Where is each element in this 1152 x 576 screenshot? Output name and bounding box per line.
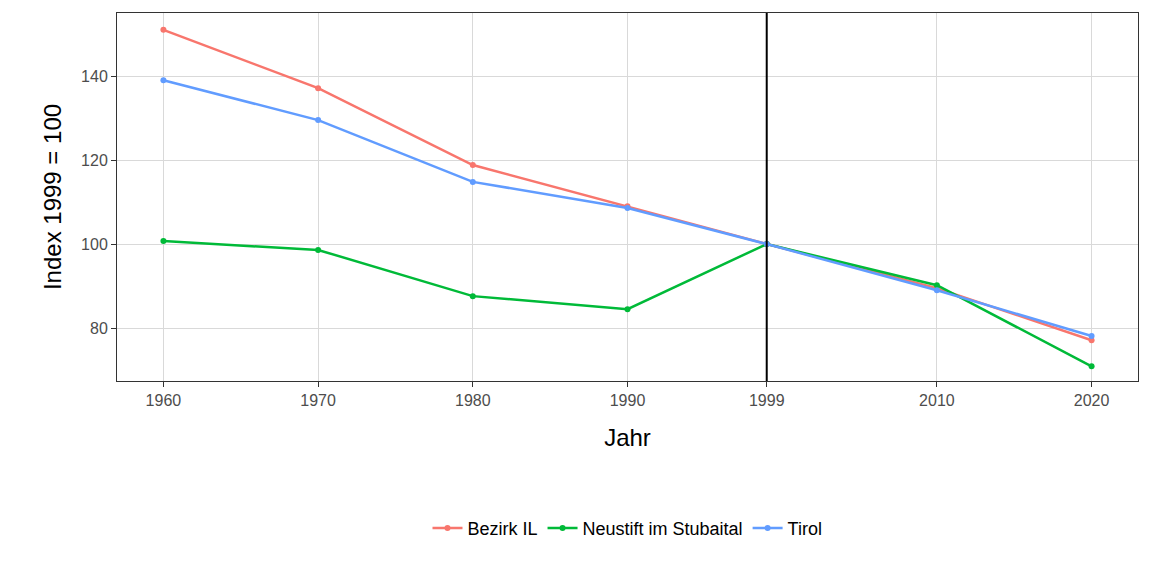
svg-text:80: 80 xyxy=(90,320,108,337)
svg-text:Index 1999 = 100: Index 1999 = 100 xyxy=(39,104,66,290)
svg-text:1999: 1999 xyxy=(749,392,785,409)
svg-text:1980: 1980 xyxy=(455,392,491,409)
svg-text:2010: 2010 xyxy=(919,392,955,409)
svg-text:Neustift im Stubaital: Neustift im Stubaital xyxy=(583,519,743,539)
svg-text:1960: 1960 xyxy=(146,392,182,409)
svg-text:Jahr: Jahr xyxy=(604,424,651,451)
svg-text:1970: 1970 xyxy=(300,392,336,409)
svg-text:Bezirk IL: Bezirk IL xyxy=(468,519,538,539)
svg-text:2020: 2020 xyxy=(1074,392,1110,409)
svg-text:1990: 1990 xyxy=(610,392,646,409)
svg-text:120: 120 xyxy=(81,152,108,169)
svg-text:140: 140 xyxy=(81,68,108,85)
svg-text:100: 100 xyxy=(81,236,108,253)
svg-text:Tirol: Tirol xyxy=(788,519,822,539)
